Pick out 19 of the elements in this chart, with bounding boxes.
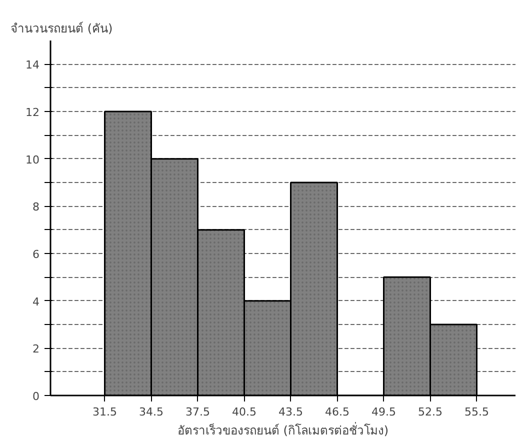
y-tick-label: 8 bbox=[32, 200, 40, 214]
y-tick-label: 4 bbox=[32, 295, 40, 308]
x-tick-label: 46.5 bbox=[325, 406, 350, 418]
x-tick-label: 43.5 bbox=[278, 406, 304, 418]
y-tick-label: 14 bbox=[26, 58, 40, 72]
x-tick-label: 52.5 bbox=[418, 406, 443, 418]
y-tick-label: 6 bbox=[32, 248, 40, 261]
y-tick-label: 10 bbox=[26, 153, 40, 166]
x-tick-label: 55.5 bbox=[464, 406, 490, 418]
x-tick-label: 34.5 bbox=[139, 406, 164, 418]
y-tick-label: 12 bbox=[26, 106, 40, 119]
y-axis-title: จำนวนรถยนต์ (คัน) bbox=[10, 22, 113, 36]
x-tick-label: 37.5 bbox=[186, 406, 210, 418]
x-tick-label: 31.5 bbox=[92, 406, 118, 418]
y-tick-label: 2 bbox=[32, 342, 40, 356]
x-axis-title: อัตราเร็วของรถยนต์ (กิโลเมตรต่อชั่วโมง) bbox=[177, 422, 389, 438]
x-tick-label: 40.5 bbox=[232, 406, 257, 418]
x-tick-label: 49.5 bbox=[372, 406, 396, 418]
y-tick-label: 0 bbox=[32, 390, 40, 403]
